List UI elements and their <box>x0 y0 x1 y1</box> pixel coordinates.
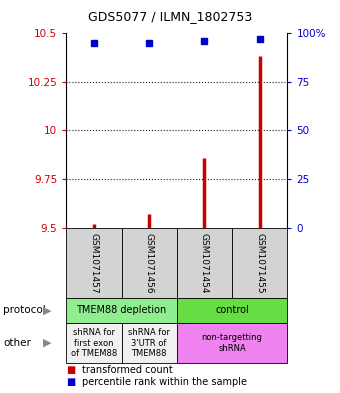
Text: GSM1071455: GSM1071455 <box>255 233 264 293</box>
Text: other: other <box>3 338 31 348</box>
Text: ■: ■ <box>66 365 75 375</box>
Text: GSM1071457: GSM1071457 <box>89 233 98 293</box>
Text: non-targetting
shRNA: non-targetting shRNA <box>202 333 262 353</box>
Text: percentile rank within the sample: percentile rank within the sample <box>82 377 246 387</box>
Text: TMEM88 depletion: TMEM88 depletion <box>76 305 167 316</box>
Text: ▶: ▶ <box>44 305 52 316</box>
Text: GSM1071456: GSM1071456 <box>145 233 154 293</box>
Text: ■: ■ <box>66 377 75 387</box>
Text: protocol: protocol <box>3 305 46 316</box>
Text: GDS5077 / ILMN_1802753: GDS5077 / ILMN_1802753 <box>88 10 252 23</box>
Text: transformed count: transformed count <box>82 365 172 375</box>
Text: shRNA for
3'UTR of
TMEM88: shRNA for 3'UTR of TMEM88 <box>128 328 170 358</box>
Text: GSM1071454: GSM1071454 <box>200 233 209 293</box>
Text: control: control <box>215 305 249 316</box>
Text: ▶: ▶ <box>44 338 52 348</box>
Text: shRNA for
first exon
of TMEM88: shRNA for first exon of TMEM88 <box>71 328 117 358</box>
